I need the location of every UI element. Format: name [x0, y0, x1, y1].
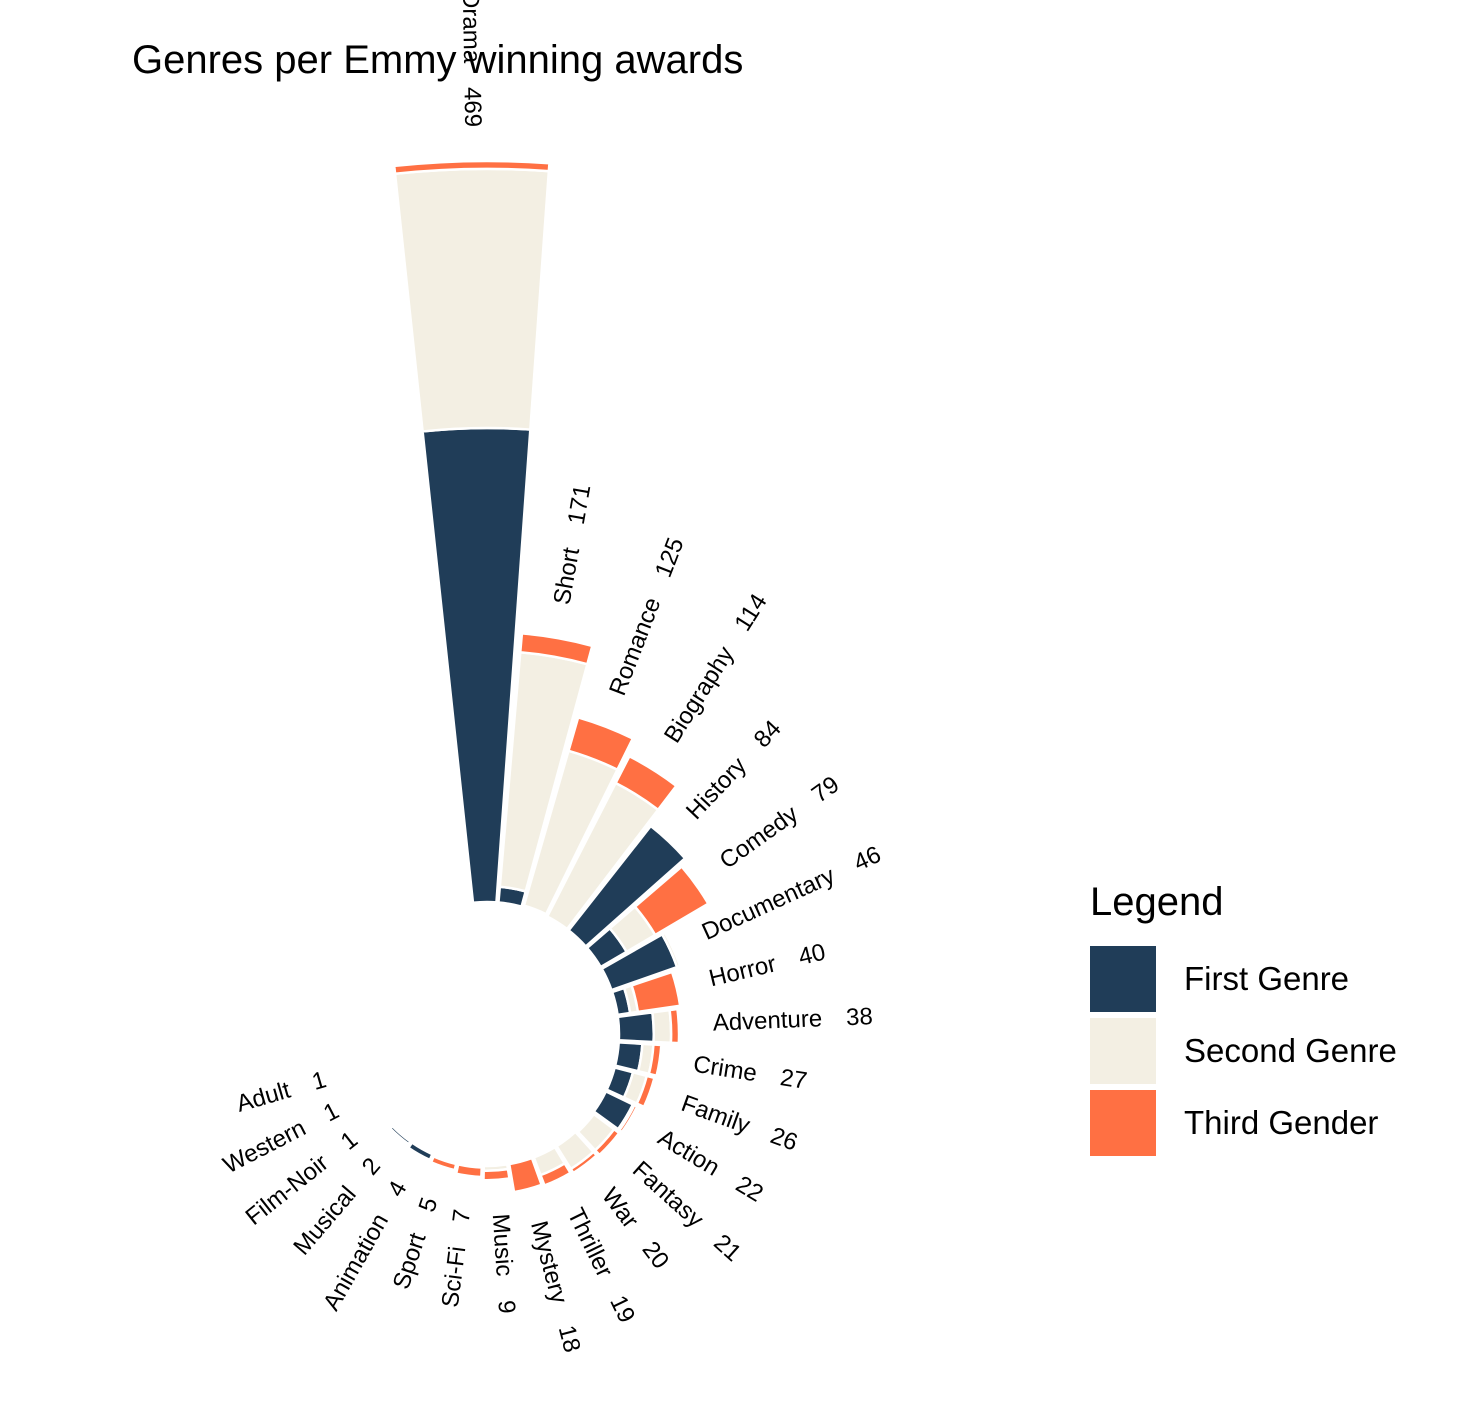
total-label: 114: [730, 589, 773, 636]
label-romance: Romance 125: [605, 534, 690, 699]
bar-fantasy-third-gender: [593, 1127, 621, 1157]
bar-adventure-third-gender: [668, 1007, 681, 1045]
label-adult: Adult 1: [234, 1067, 330, 1119]
label-music: Music 9: [486, 1213, 519, 1315]
legend-label-second-genre: Second Genre: [1184, 1032, 1397, 1069]
total-label: 84: [749, 715, 787, 753]
total-label: 2: [357, 1153, 386, 1181]
legend-item-third-gender: Third Gender: [1090, 1087, 1397, 1159]
category-label: War: [596, 1183, 643, 1234]
category-label: Biography: [659, 642, 739, 748]
category-label: Sport: [388, 1229, 432, 1292]
legend-swatch-second-genre: [1090, 1018, 1156, 1084]
category-label: Crime: [691, 1051, 758, 1087]
bar-crime-third-gender: [647, 1043, 663, 1078]
label-short: Short 171: [549, 482, 597, 606]
total-label: 22: [731, 1171, 768, 1208]
category-label: Romance: [605, 594, 667, 700]
bar-adventure-second-genre: [650, 1008, 673, 1045]
bar-biography-third-gender: [614, 754, 679, 812]
bar-western-second-genre: [361, 1082, 378, 1108]
bar-comedy-third-gender: [633, 864, 710, 937]
total-label: 38: [846, 1003, 874, 1031]
category-label: Horror: [707, 951, 779, 993]
legend-label-third-gender: Third Gender: [1184, 1104, 1379, 1141]
total-label: 9: [492, 1299, 520, 1314]
legend-item-second-genre: Second Genre: [1090, 1015, 1397, 1087]
bar-war-third-gender: [569, 1150, 599, 1175]
bar-adventure-first-genre: [616, 1010, 656, 1044]
legend-title: Legend: [1090, 880, 1224, 924]
bar-musical-first-genre: [388, 1124, 413, 1146]
bar-film-noir-third-gender: [373, 1104, 393, 1128]
total-label: 27: [778, 1064, 808, 1095]
bars-layer: [354, 159, 710, 1194]
label-adventure: Adventure 38: [712, 1003, 873, 1037]
bar-short-third-gender: [518, 631, 594, 666]
total-label: 21: [708, 1229, 746, 1267]
bar-drama-second-genre: [393, 167, 551, 433]
total-label: 18: [552, 1323, 585, 1356]
label-sci-fi: Sci-Fi 7: [437, 1208, 476, 1309]
label-drama: Drama 469: [456, 0, 485, 127]
total-label: 1: [319, 1098, 343, 1128]
category-label: Drama: [456, 0, 484, 64]
bar-action-third-gender: [617, 1103, 639, 1134]
total-label: 5: [414, 1194, 444, 1215]
bar-animation-first-genre: [406, 1140, 435, 1162]
bar-sport-third-gender: [429, 1154, 458, 1172]
total-label: 79: [807, 771, 844, 808]
bar-horror-third-gender: [630, 970, 682, 1014]
total-label: 40: [796, 939, 828, 971]
category-label: Short: [549, 545, 586, 607]
legend: Legend First Genre Second Genre Third Ge…: [1090, 880, 1397, 1159]
category-label: Comedy: [715, 801, 803, 875]
label-history: History84: [681, 715, 787, 825]
total-label: 26: [767, 1122, 801, 1156]
bar-history-first-genre: [566, 824, 687, 949]
total-label: 1: [336, 1126, 363, 1155]
category-label: Mystery: [525, 1218, 573, 1306]
category-label: Adventure: [712, 1006, 822, 1037]
legend-swatch-first-genre: [1090, 946, 1156, 1012]
legend-item-first-genre: First Genre: [1090, 943, 1397, 1015]
category-label: Documentary: [698, 862, 839, 946]
bar-mystery-third-gender: [507, 1156, 544, 1194]
total-label: 46: [850, 841, 886, 877]
category-label: Family: [678, 1090, 754, 1139]
bar-romance-third-gender: [566, 715, 635, 772]
bar-drama-third-gender: [392, 159, 551, 176]
bar-family-third-gender: [635, 1074, 656, 1109]
total-label: 171: [563, 482, 597, 526]
bar-adult-first-genre: [354, 1057, 366, 1085]
label-crime: Crime 27: [691, 1051, 808, 1095]
total-label: 19: [604, 1292, 640, 1328]
legend-swatch-third-gender: [1090, 1090, 1156, 1156]
category-label: Adult: [234, 1077, 294, 1118]
category-label: Sci-Fi: [437, 1245, 472, 1309]
label-sport: Sport 5: [388, 1194, 444, 1292]
bar-music-third-gender: [482, 1167, 511, 1182]
category-label: Music: [486, 1213, 517, 1277]
total-label: 20: [636, 1237, 674, 1275]
total-label: 1: [309, 1067, 329, 1097]
total-label: 469: [458, 87, 486, 128]
total-label: 7: [448, 1208, 476, 1225]
legend-label-first-genre: First Genre: [1184, 960, 1350, 997]
total-label: 125: [650, 534, 690, 581]
label-horror: Horror 40: [707, 939, 829, 993]
total-label: 4: [383, 1177, 413, 1202]
category-label: History: [681, 752, 752, 825]
label-biography: Biography 114: [659, 589, 773, 747]
chart-title: Genres per Emmy winning awards: [132, 38, 744, 82]
bar-sci-fi-third-gender: [454, 1162, 484, 1179]
bar-documentary-second-genre: [660, 931, 682, 969]
bar-thriller-third-gender: [538, 1161, 573, 1188]
